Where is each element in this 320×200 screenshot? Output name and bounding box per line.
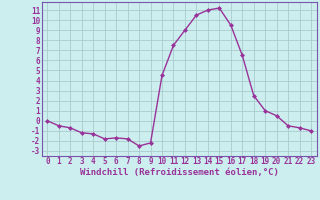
X-axis label: Windchill (Refroidissement éolien,°C): Windchill (Refroidissement éolien,°C)	[80, 168, 279, 177]
